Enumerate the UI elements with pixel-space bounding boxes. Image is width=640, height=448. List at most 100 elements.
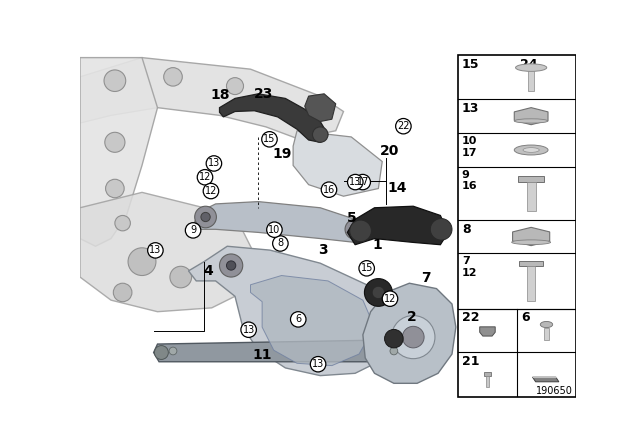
Ellipse shape bbox=[523, 148, 540, 152]
Circle shape bbox=[351, 225, 359, 233]
Circle shape bbox=[195, 206, 216, 228]
Text: 5: 5 bbox=[347, 211, 356, 225]
Polygon shape bbox=[293, 131, 382, 196]
Text: 8: 8 bbox=[277, 238, 284, 249]
FancyBboxPatch shape bbox=[458, 55, 576, 397]
Text: 8: 8 bbox=[462, 223, 470, 236]
Ellipse shape bbox=[515, 119, 548, 123]
Polygon shape bbox=[80, 58, 344, 138]
Circle shape bbox=[312, 127, 328, 142]
Text: 23: 23 bbox=[254, 87, 273, 101]
Polygon shape bbox=[195, 202, 363, 242]
Polygon shape bbox=[363, 283, 456, 383]
Text: 11: 11 bbox=[253, 348, 272, 362]
Text: 24: 24 bbox=[520, 58, 538, 71]
Bar bbox=[528, 71, 534, 91]
Text: 15: 15 bbox=[360, 263, 373, 273]
Polygon shape bbox=[348, 206, 448, 245]
Text: 22: 22 bbox=[462, 311, 479, 324]
Text: 2: 2 bbox=[406, 310, 416, 324]
Polygon shape bbox=[515, 108, 548, 125]
Circle shape bbox=[201, 212, 210, 222]
Text: 15: 15 bbox=[263, 134, 276, 144]
Text: 12: 12 bbox=[199, 172, 211, 182]
Text: 12: 12 bbox=[384, 294, 396, 304]
Circle shape bbox=[364, 279, 392, 306]
Ellipse shape bbox=[511, 240, 550, 245]
Text: 15: 15 bbox=[462, 58, 479, 71]
Text: 18: 18 bbox=[210, 88, 230, 102]
Circle shape bbox=[203, 183, 219, 199]
Text: 13: 13 bbox=[349, 177, 362, 187]
Text: 13: 13 bbox=[312, 359, 324, 369]
Text: 20: 20 bbox=[380, 144, 400, 158]
Circle shape bbox=[403, 326, 424, 348]
Circle shape bbox=[348, 174, 363, 190]
Text: 9
16: 9 16 bbox=[462, 170, 477, 191]
Circle shape bbox=[267, 222, 282, 237]
Bar bbox=[486, 376, 490, 387]
Text: 21: 21 bbox=[462, 355, 479, 368]
Circle shape bbox=[321, 182, 337, 198]
Text: 3: 3 bbox=[318, 243, 328, 258]
Polygon shape bbox=[154, 340, 415, 362]
Polygon shape bbox=[220, 94, 328, 142]
Ellipse shape bbox=[540, 322, 553, 327]
Circle shape bbox=[349, 220, 371, 241]
Polygon shape bbox=[305, 94, 336, 121]
Text: 13: 13 bbox=[149, 246, 161, 255]
Circle shape bbox=[359, 261, 374, 276]
Circle shape bbox=[467, 332, 486, 350]
Circle shape bbox=[291, 312, 306, 327]
Circle shape bbox=[113, 283, 132, 302]
Circle shape bbox=[392, 315, 435, 359]
Text: 16: 16 bbox=[323, 185, 335, 195]
Circle shape bbox=[104, 70, 125, 91]
Text: 22: 22 bbox=[397, 121, 410, 131]
Text: 10
17: 10 17 bbox=[462, 136, 477, 158]
Ellipse shape bbox=[515, 145, 548, 155]
Text: 190650: 190650 bbox=[536, 386, 573, 396]
Polygon shape bbox=[189, 246, 394, 375]
Circle shape bbox=[430, 219, 452, 240]
Bar bbox=[544, 327, 549, 340]
Circle shape bbox=[206, 156, 221, 171]
Circle shape bbox=[128, 248, 156, 276]
Circle shape bbox=[164, 68, 182, 86]
Polygon shape bbox=[80, 192, 259, 312]
Polygon shape bbox=[532, 377, 559, 382]
Circle shape bbox=[227, 78, 244, 95]
Bar bbox=[518, 176, 544, 182]
Circle shape bbox=[115, 215, 131, 231]
Text: 6: 6 bbox=[521, 311, 529, 324]
Text: 1: 1 bbox=[372, 238, 383, 252]
Text: 19: 19 bbox=[273, 147, 292, 161]
Text: 7
12: 7 12 bbox=[462, 256, 477, 278]
Circle shape bbox=[273, 236, 288, 251]
Ellipse shape bbox=[516, 64, 547, 71]
Circle shape bbox=[154, 345, 168, 359]
Circle shape bbox=[105, 132, 125, 152]
Circle shape bbox=[396, 119, 411, 134]
Text: 13: 13 bbox=[243, 325, 255, 335]
Text: 14: 14 bbox=[388, 181, 407, 194]
Circle shape bbox=[197, 169, 212, 185]
Polygon shape bbox=[250, 276, 374, 366]
Text: 4: 4 bbox=[203, 264, 213, 278]
Text: 13: 13 bbox=[208, 159, 220, 168]
Polygon shape bbox=[513, 227, 550, 246]
Circle shape bbox=[227, 261, 236, 270]
Circle shape bbox=[382, 291, 397, 306]
Polygon shape bbox=[480, 327, 495, 336]
Circle shape bbox=[402, 343, 415, 356]
Circle shape bbox=[241, 322, 257, 337]
Circle shape bbox=[106, 179, 124, 198]
Circle shape bbox=[169, 347, 177, 355]
Circle shape bbox=[355, 174, 371, 190]
Circle shape bbox=[345, 220, 365, 239]
Circle shape bbox=[262, 132, 277, 147]
Bar bbox=[527, 266, 536, 301]
Text: 6: 6 bbox=[295, 314, 301, 324]
Circle shape bbox=[385, 329, 403, 348]
Text: 13: 13 bbox=[462, 102, 479, 115]
